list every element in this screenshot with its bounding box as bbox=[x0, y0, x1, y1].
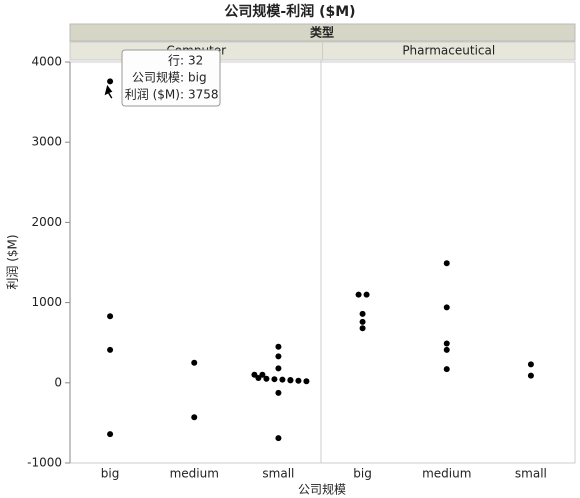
chart-title: 公司规模-利润 ($M) bbox=[224, 3, 355, 20]
point bbox=[355, 291, 362, 298]
facet-header bbox=[69, 23, 576, 42]
point bbox=[107, 346, 114, 353]
tooltip-label: 利润 ($M): bbox=[125, 88, 184, 102]
point bbox=[107, 313, 114, 320]
point bbox=[443, 340, 450, 347]
facet-title: 类型 bbox=[310, 25, 334, 40]
point bbox=[295, 377, 302, 384]
panel-header bbox=[322, 41, 576, 61]
plot-area bbox=[69, 61, 576, 464]
point bbox=[251, 371, 258, 378]
x-tick-label: small bbox=[262, 467, 294, 481]
point bbox=[107, 78, 114, 85]
point bbox=[259, 371, 266, 378]
point bbox=[443, 346, 450, 353]
tooltip-value: 32 bbox=[188, 54, 203, 68]
y-tick-label: 1000 bbox=[31, 295, 62, 309]
point bbox=[255, 374, 262, 381]
x-tick-label: medium bbox=[170, 467, 219, 481]
point bbox=[443, 366, 450, 373]
marks bbox=[107, 78, 534, 442]
y-tick-label: -1000 bbox=[27, 456, 62, 470]
tooltip-label: 公司规模: bbox=[132, 70, 184, 85]
cursor bbox=[103, 83, 114, 100]
point bbox=[191, 414, 198, 421]
point bbox=[271, 376, 278, 383]
point bbox=[275, 435, 282, 442]
point bbox=[303, 378, 310, 385]
point bbox=[275, 389, 282, 396]
point bbox=[359, 325, 366, 332]
point bbox=[191, 359, 198, 366]
tooltip: 行: 32 公司规模: big 利润 ($M): 3758 bbox=[103, 49, 221, 107]
point bbox=[279, 376, 286, 383]
y-axis-label: 利润 ($M) bbox=[6, 234, 20, 289]
point bbox=[287, 377, 294, 384]
point bbox=[443, 304, 450, 311]
x-tick-label: big bbox=[353, 467, 372, 481]
point bbox=[359, 318, 366, 325]
y-tick-label: 0 bbox=[54, 375, 62, 389]
point bbox=[363, 291, 370, 298]
x-axis-label: 公司规模 bbox=[298, 482, 346, 497]
point bbox=[359, 310, 366, 317]
tooltip-box bbox=[121, 49, 221, 107]
point bbox=[275, 365, 282, 372]
x-tick-label: medium bbox=[422, 467, 471, 481]
y-tick-label: 4000 bbox=[31, 55, 62, 69]
point bbox=[527, 361, 534, 368]
point bbox=[263, 375, 270, 382]
panel-title: Pharmaceutical bbox=[402, 44, 495, 58]
y-tick-label: 2000 bbox=[31, 215, 62, 229]
tooltip-value: 3758 bbox=[188, 88, 219, 102]
point bbox=[443, 260, 450, 267]
x-tick-label: big bbox=[101, 467, 120, 481]
x-tick-label: small bbox=[515, 467, 547, 481]
point bbox=[275, 353, 282, 360]
tooltip-label: 行: bbox=[168, 54, 184, 68]
point bbox=[107, 431, 114, 438]
point bbox=[527, 372, 534, 379]
point bbox=[275, 343, 282, 350]
tooltip-value: big bbox=[188, 71, 207, 85]
y-tick-label: 3000 bbox=[31, 135, 62, 149]
